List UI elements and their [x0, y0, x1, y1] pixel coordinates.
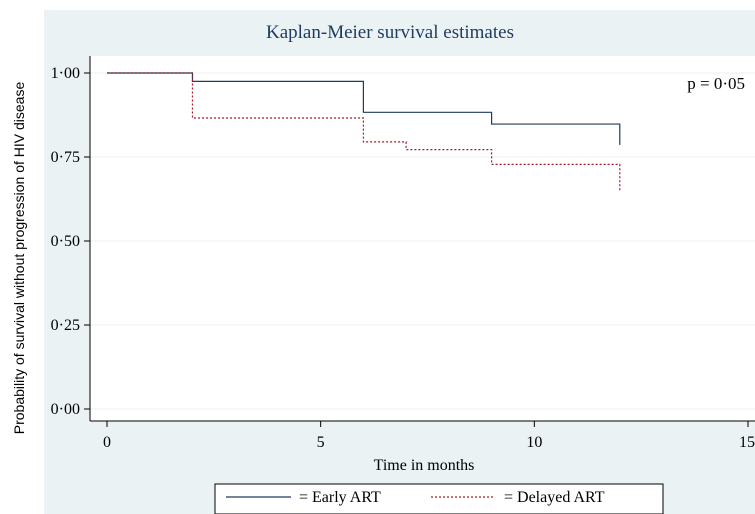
y-tick-label: 0·75 — [51, 149, 80, 166]
grid-lines — [90, 72, 755, 410]
survival-curves — [107, 72, 621, 193]
legend: = Early ART = Delayed ART — [214, 483, 664, 514]
chart-title: Kaplan-Meier survival estimates — [266, 22, 514, 43]
legend-label-early-art: = Early ART — [299, 489, 381, 506]
y-tick-label: 1·00 — [51, 65, 80, 82]
plot-area — [90, 56, 755, 421]
legend-label-delayed-art: = Delayed ART — [504, 489, 605, 506]
y-axis-title: Probability of survival without progress… — [11, 82, 27, 435]
y-tick-label: 0·00 — [51, 401, 80, 418]
axes: 0·00 0·25 0·50 0·75 1·00 0 5 10 15 — [51, 56, 755, 451]
x-tick-label: 10 — [526, 434, 542, 451]
x-tick-label: 0 — [103, 434, 111, 451]
series-line-delayed-art — [107, 72, 621, 193]
y-tick-label: 0·25 — [51, 317, 80, 334]
y-tick-label: 0·50 — [51, 233, 80, 250]
legend-box — [214, 483, 664, 514]
p-value-annotation: p = 0·05 — [687, 74, 745, 93]
x-tick-label: 15 — [739, 434, 755, 451]
x-axis-title: Time in months — [374, 457, 475, 474]
x-tick-label: 5 — [317, 434, 325, 451]
